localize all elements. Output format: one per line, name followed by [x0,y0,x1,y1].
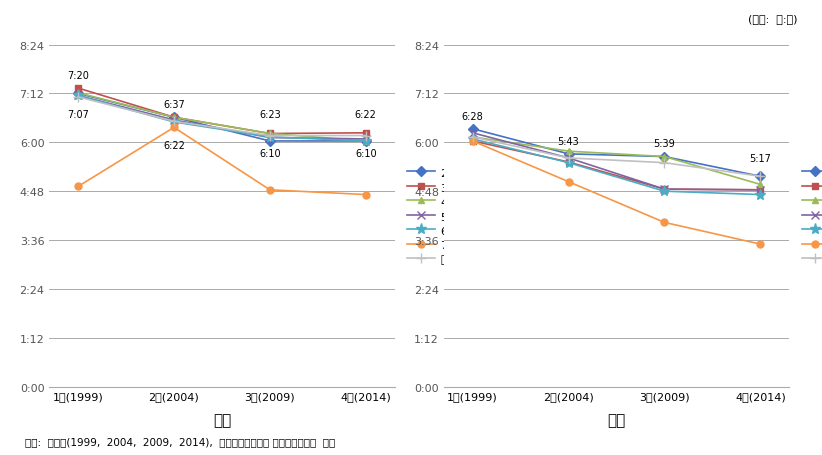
40대 [73,91,83,96]
60대 [659,189,669,194]
전체 [169,119,179,125]
50대 [468,131,478,136]
70대이상 [659,220,669,226]
전체 [468,135,478,140]
40대 [659,155,669,160]
40대 [169,115,179,121]
Line: 전체: 전체 [73,93,371,141]
70대이상 [73,184,83,190]
50대 [564,156,574,162]
Text: 6:28: 6:28 [462,111,483,121]
20대 [659,155,669,160]
전체 [361,133,371,139]
60대 [169,120,179,126]
Text: 6:22: 6:22 [355,110,376,120]
20대 [169,115,179,121]
Text: 6:37: 6:37 [163,100,185,110]
Text: 6:10: 6:10 [259,148,280,158]
50대 [73,94,83,99]
30대 [468,139,478,144]
40대 [564,149,574,155]
Line: 40대: 40대 [469,134,764,188]
Legend: 20대, 30대, 40대, 50대, 60대, 70대이상, 전체: 20대, 30대, 40대, 50대, 60대, 70대이상, 전체 [407,168,474,264]
Line: 40대: 40대 [75,90,369,145]
60대 [755,192,765,198]
50대 [265,136,275,141]
30대 [265,131,275,137]
Line: 20대: 20대 [75,91,369,145]
70대이상 [361,192,371,198]
X-axis label: 남성: 남성 [213,413,231,428]
Line: 30대: 30대 [469,138,764,194]
전체 [755,174,765,180]
70대이상 [564,180,574,185]
20대 [564,152,574,157]
20대 [265,139,275,144]
전체 [659,161,669,166]
Text: 7:20: 7:20 [67,71,89,81]
Legend: 20대, 30대, 40대, 50대, 60대, 70대이상, 전체: 20대, 30대, 40대, 50대, 60대, 70대이상, 전체 [801,168,822,264]
30대 [73,86,83,91]
Line: 30대: 30대 [75,86,369,138]
30대 [169,115,179,121]
Text: 6:10: 6:10 [355,148,376,158]
Line: 70대이상: 70대이상 [469,138,764,248]
60대 [265,135,275,140]
30대 [755,187,765,193]
Line: 전체: 전체 [468,133,765,182]
Line: 20대: 20대 [469,126,764,180]
60대 [73,94,83,99]
50대 [659,187,669,192]
Line: 50대: 50대 [469,129,764,195]
60대 [564,161,574,166]
Text: 5:39: 5:39 [653,139,676,149]
Text: 자료:  통계청(1999,  2004,  2009,  2014),  「생활시간조사」 마이크로데이타  분석: 자료: 통계청(1999, 2004, 2009, 2014), 「생활시간조사… [25,436,335,446]
40대 [468,135,478,140]
30대 [659,187,669,192]
Text: 5:17: 5:17 [750,154,771,164]
40대 [361,139,371,144]
60대 [361,139,371,144]
20대 [755,174,765,180]
Text: 7:07: 7:07 [67,110,89,120]
50대 [361,137,371,142]
40대 [755,182,765,188]
70대이상 [755,242,765,248]
50대 [169,118,179,123]
60대 [468,137,478,142]
Text: (단위:  시:분): (단위: 시:분) [748,14,797,24]
전체 [564,156,574,162]
Text: 6:23: 6:23 [259,109,281,119]
40대 [265,131,275,137]
전체 [265,133,275,139]
X-axis label: 여성: 여성 [607,413,626,428]
Line: 70대이상: 70대이상 [75,125,369,198]
전체 [73,95,83,101]
20대 [361,139,371,144]
70대이상 [169,126,179,131]
Text: 5:43: 5:43 [557,136,580,147]
70대이상 [265,187,275,193]
Line: 50대: 50대 [74,92,370,144]
30대 [564,160,574,165]
Line: 60대: 60대 [467,134,766,201]
20대 [73,91,83,97]
Text: 6:22: 6:22 [163,140,185,150]
20대 [468,127,478,132]
30대 [361,131,371,136]
Line: 60대: 60대 [72,91,372,147]
50대 [755,187,765,193]
70대이상 [468,139,478,144]
